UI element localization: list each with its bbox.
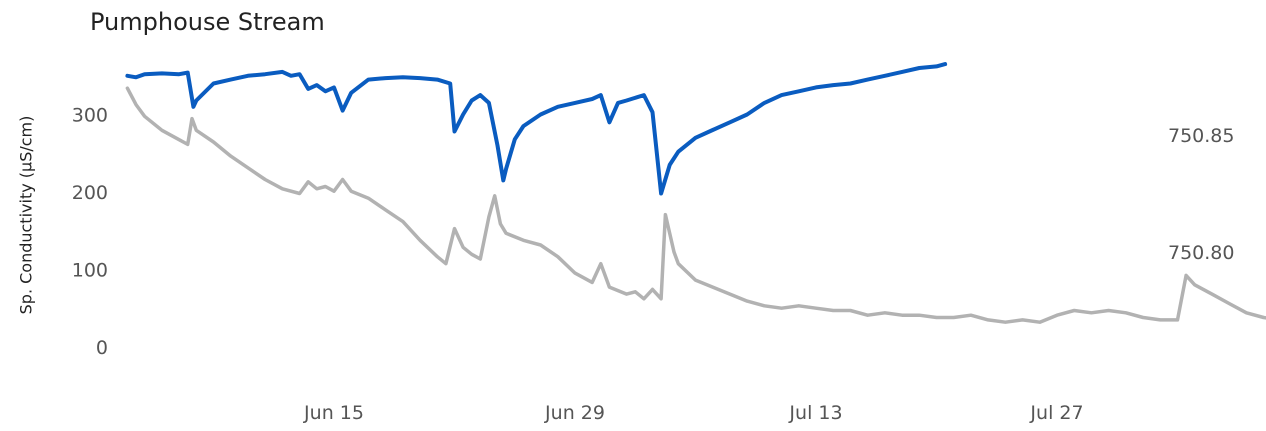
series-line-left-axis: [125, 62, 948, 196]
y2-tick-label: 750.80: [1168, 242, 1234, 264]
x-tick-label: Jun 15: [303, 402, 364, 424]
x-tick-label: Jun 29: [544, 402, 605, 424]
x-tick-label: Jul 13: [788, 402, 842, 424]
x-tick-label: Jul 27: [1029, 402, 1083, 424]
y-tick-label: 300: [72, 105, 108, 127]
y2-tick-label: 750.85: [1168, 125, 1234, 147]
series-line-right-axis: [125, 86, 1266, 324]
chart-title: Pumphouse Stream: [90, 8, 325, 36]
y-tick-label: 100: [72, 260, 108, 282]
y-tick-label: 200: [72, 182, 108, 204]
y-tick-label: 0: [96, 337, 108, 359]
